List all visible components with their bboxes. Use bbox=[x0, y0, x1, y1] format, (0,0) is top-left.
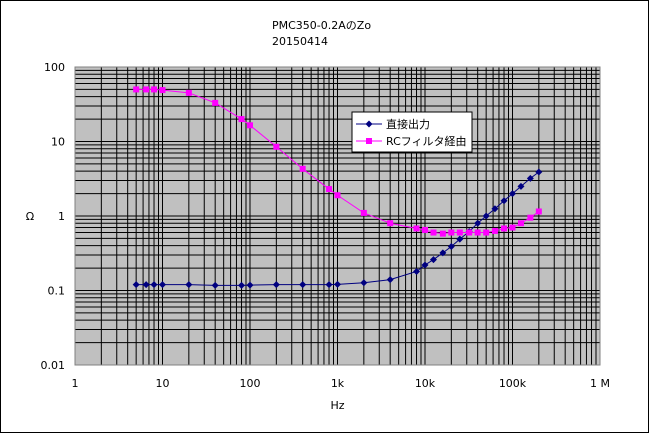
chart-title: PMC350-0.2AのZo bbox=[272, 19, 372, 32]
data-point-rc bbox=[151, 86, 158, 93]
data-point-direct bbox=[142, 281, 150, 289]
data-point-rc bbox=[212, 99, 219, 106]
data-point-rc bbox=[238, 116, 245, 123]
y-axis-label: Ω bbox=[26, 210, 34, 223]
data-point-rc bbox=[133, 86, 140, 93]
legend-label-rc: RCフィルタ経由 bbox=[386, 134, 467, 148]
x-tick-labels: 1 10 100 1k 10k 100k 1 M bbox=[72, 377, 611, 390]
data-point-rc bbox=[334, 192, 341, 199]
x-tick-label: 1 M bbox=[590, 377, 610, 390]
data-point-rc bbox=[439, 230, 446, 237]
data-point-rc bbox=[509, 224, 516, 231]
data-point-direct bbox=[517, 182, 525, 190]
data-point-direct bbox=[526, 174, 534, 182]
legend-box bbox=[351, 111, 473, 153]
legend-label-direct: 直接出力 bbox=[386, 117, 430, 131]
data-point-rc bbox=[143, 86, 150, 93]
data-point-rc bbox=[474, 229, 481, 236]
legend-marker-direct bbox=[365, 120, 373, 128]
data-point-direct bbox=[360, 279, 368, 287]
data-point-rc bbox=[483, 229, 490, 236]
data-point-direct bbox=[413, 267, 421, 275]
data-point-direct bbox=[447, 242, 455, 250]
data-point-direct bbox=[132, 281, 140, 289]
data-point-rc bbox=[448, 229, 455, 236]
x-tick-label: 100 bbox=[240, 377, 261, 390]
data-point-direct bbox=[246, 281, 254, 289]
data-point-direct bbox=[500, 197, 508, 205]
data-point-direct bbox=[509, 190, 516, 198]
data-point-rc bbox=[360, 209, 367, 216]
y-tick-label: 100 bbox=[44, 61, 65, 74]
y-tick-label: 10 bbox=[51, 136, 65, 149]
x-tick-label: 1 bbox=[72, 377, 79, 390]
data-point-rc bbox=[387, 220, 394, 227]
data-point-direct bbox=[439, 249, 447, 257]
data-point-rc bbox=[159, 87, 166, 94]
plot-border bbox=[74, 66, 601, 366]
data-point-direct bbox=[150, 281, 158, 289]
legend-marker-rc bbox=[366, 138, 372, 144]
data-point-direct bbox=[185, 281, 193, 289]
data-point-rc bbox=[501, 225, 508, 232]
data-point-rc bbox=[535, 208, 542, 215]
data-point-rc bbox=[527, 214, 534, 221]
data-point-direct bbox=[491, 205, 499, 213]
y-tick-label: 1 bbox=[58, 210, 65, 223]
data-point-rc bbox=[299, 165, 306, 172]
data-point-direct bbox=[159, 281, 166, 289]
data-point-rc bbox=[413, 225, 420, 232]
data-point-direct bbox=[325, 281, 333, 289]
data-point-rc bbox=[273, 143, 280, 150]
y-tick-label: 0.1 bbox=[48, 285, 66, 298]
x-tick-label: 100k bbox=[499, 377, 527, 390]
data-point-direct bbox=[535, 168, 543, 176]
data-point-rc bbox=[466, 229, 473, 236]
y-tick-labels: 100 10 1 0.1 0.01 bbox=[41, 61, 66, 372]
x-tick-label: 10k bbox=[415, 377, 436, 390]
x-tick-label: 10 bbox=[156, 377, 170, 390]
data-point-direct bbox=[238, 281, 246, 289]
data-point-direct bbox=[386, 276, 394, 284]
data-point-rc bbox=[326, 186, 333, 193]
y-tick-label: 0.01 bbox=[41, 359, 66, 372]
chart-subtitle: 20150414 bbox=[272, 35, 328, 48]
data-point-direct bbox=[482, 212, 490, 220]
data-point-direct bbox=[299, 281, 307, 289]
data-point-direct bbox=[474, 219, 482, 227]
data-point-rc bbox=[456, 229, 463, 236]
data-point-direct bbox=[429, 256, 437, 264]
data-point-rc bbox=[491, 227, 498, 234]
data-point-rc bbox=[517, 220, 524, 227]
series-layer bbox=[132, 86, 543, 289]
data-point-direct bbox=[272, 281, 280, 289]
x-tick-label: 1k bbox=[331, 377, 345, 390]
data-point-direct bbox=[334, 280, 341, 288]
data-point-direct bbox=[211, 281, 219, 289]
data-point-direct bbox=[421, 261, 429, 269]
data-point-rc bbox=[422, 226, 428, 233]
x-axis-label: Hz bbox=[330, 399, 344, 412]
data-point-rc bbox=[430, 229, 437, 236]
legend: 直接出力 RCフィルタ経由 bbox=[351, 111, 473, 153]
data-point-direct bbox=[456, 235, 464, 243]
data-point-rc bbox=[247, 122, 253, 129]
data-point-rc bbox=[185, 89, 192, 96]
